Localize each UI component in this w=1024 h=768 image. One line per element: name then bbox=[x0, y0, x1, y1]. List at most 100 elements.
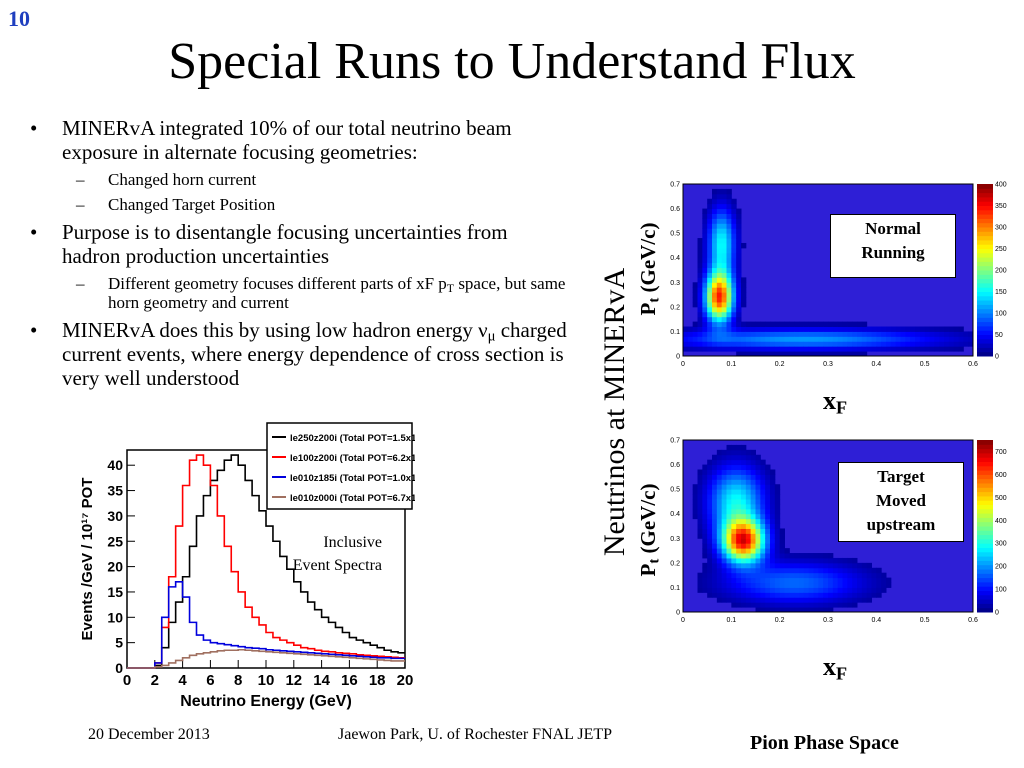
heatmap-cell bbox=[716, 449, 723, 456]
heatmap-cell bbox=[736, 257, 742, 264]
heatmap-cell bbox=[745, 331, 752, 337]
heatmap-cell bbox=[731, 567, 737, 574]
heatmap-cell bbox=[716, 242, 723, 249]
heatmap-cell bbox=[716, 489, 723, 495]
heatmap-cell bbox=[876, 572, 882, 579]
heatmap-cell bbox=[721, 233, 727, 239]
heatmap-cell bbox=[707, 262, 713, 269]
heatmap-cell bbox=[712, 484, 718, 490]
heatmap-cell bbox=[963, 341, 969, 347]
heatmap-cell bbox=[716, 523, 723, 529]
colorbar-segment bbox=[977, 457, 993, 462]
heatmap-cell bbox=[760, 508, 766, 515]
heatmap-cell bbox=[958, 326, 964, 332]
heatmap-cell bbox=[741, 533, 747, 539]
colorbar-segment bbox=[977, 291, 993, 297]
heatmap-cell bbox=[707, 228, 713, 234]
colorbar-segment bbox=[977, 560, 993, 566]
heatmap-cell bbox=[726, 498, 732, 505]
colorbar-segment bbox=[977, 192, 993, 198]
heatmap-cell bbox=[857, 351, 863, 357]
heatmap-cell bbox=[823, 341, 829, 347]
heatmap-cell bbox=[861, 346, 868, 352]
heatmap-cell bbox=[736, 223, 742, 229]
heatmap-cell bbox=[842, 331, 848, 337]
heatmap-cell bbox=[683, 326, 689, 332]
heatmap-cell bbox=[702, 213, 708, 219]
heatmap-cell bbox=[731, 272, 737, 278]
heatmap-cell bbox=[755, 503, 761, 510]
series-line-2 bbox=[127, 454, 405, 669]
heatmap-cell bbox=[707, 267, 713, 273]
heatmap-cell bbox=[745, 321, 752, 328]
heatmap-cell bbox=[707, 336, 713, 342]
heatmap-cell bbox=[741, 557, 747, 564]
heatmap-cell bbox=[760, 523, 766, 529]
heatmap-cell bbox=[702, 489, 708, 495]
heatmap-cell bbox=[755, 454, 761, 461]
x-tick-label: 4 bbox=[178, 672, 187, 689]
heatmap-cell bbox=[929, 326, 935, 332]
heatmap-cell bbox=[707, 582, 713, 588]
legend-entry: le250z200i (Total POT=1.5x10¹⁹) bbox=[290, 433, 415, 444]
heatmap-cell bbox=[702, 533, 708, 539]
heatmap-cell bbox=[745, 587, 752, 593]
heatmap-cell bbox=[736, 464, 742, 470]
heatmap-cell bbox=[731, 562, 737, 569]
heatmap-cell bbox=[837, 597, 843, 603]
heatmap-cell bbox=[755, 597, 761, 603]
x-tick-label: 18 bbox=[369, 672, 386, 689]
heatmap-cell bbox=[779, 543, 785, 549]
heatmap-cell bbox=[712, 553, 718, 559]
heatmap-cell bbox=[770, 336, 776, 342]
heatmap-cell bbox=[692, 346, 698, 352]
heatmap-cell bbox=[774, 508, 781, 515]
heatmap-cell bbox=[857, 567, 863, 574]
heatmap-cell bbox=[726, 567, 732, 574]
heatmap-cell bbox=[716, 321, 723, 328]
heatmap-cell bbox=[692, 484, 698, 490]
heatmap-cell bbox=[813, 557, 819, 564]
colorbar-segment bbox=[977, 184, 993, 189]
heatmap-cell bbox=[726, 336, 732, 342]
heatmap-cell bbox=[683, 336, 689, 342]
heatmap-cell bbox=[716, 272, 723, 278]
heatmap-cell bbox=[861, 321, 868, 328]
heatmap-cell bbox=[697, 257, 703, 264]
heatmap-cell bbox=[866, 346, 872, 352]
heatmap-cell bbox=[726, 557, 732, 564]
heatmap-cell bbox=[745, 346, 752, 352]
heatmap-cell bbox=[813, 562, 819, 569]
heatmap-cell bbox=[765, 548, 771, 554]
y-tick-label: 30 bbox=[107, 508, 123, 524]
heatmap-cell bbox=[755, 562, 761, 569]
heatmap-cell bbox=[716, 252, 723, 259]
heatmap-cell bbox=[871, 567, 877, 574]
heatmap-cell bbox=[760, 602, 766, 608]
heatmap-cell bbox=[716, 287, 723, 293]
heatmap-cell bbox=[890, 341, 897, 347]
heatmap-cell bbox=[697, 316, 703, 323]
heatmap-cell bbox=[736, 316, 742, 323]
heatmap-cell bbox=[683, 331, 689, 337]
bullet-3: MINERvA does this by using low hadron en… bbox=[26, 318, 571, 390]
heatmap-cell bbox=[910, 326, 916, 332]
heatmap-cell bbox=[707, 513, 713, 520]
heatmap-cell bbox=[702, 508, 708, 515]
heatmap-cell bbox=[741, 282, 747, 288]
heatmap-cell bbox=[770, 602, 776, 608]
heatmap-cell bbox=[890, 331, 897, 337]
heatmap-cell bbox=[702, 262, 708, 269]
heatmap-cell bbox=[726, 331, 732, 337]
colorbar-segment bbox=[977, 465, 993, 471]
heatmap-cell bbox=[832, 321, 839, 328]
heatmap-cell bbox=[866, 582, 872, 588]
pion-phase-space-caption: Pion Phase Space bbox=[750, 732, 899, 754]
heatmap-cell bbox=[736, 567, 742, 574]
target-moved-line2: Moved bbox=[875, 491, 927, 510]
heatmap-cell bbox=[794, 572, 800, 579]
heatmap-cell bbox=[741, 326, 747, 332]
heatmap-cell bbox=[726, 247, 732, 254]
heatmap-cell bbox=[745, 523, 752, 529]
heatmap-cell bbox=[755, 351, 761, 357]
